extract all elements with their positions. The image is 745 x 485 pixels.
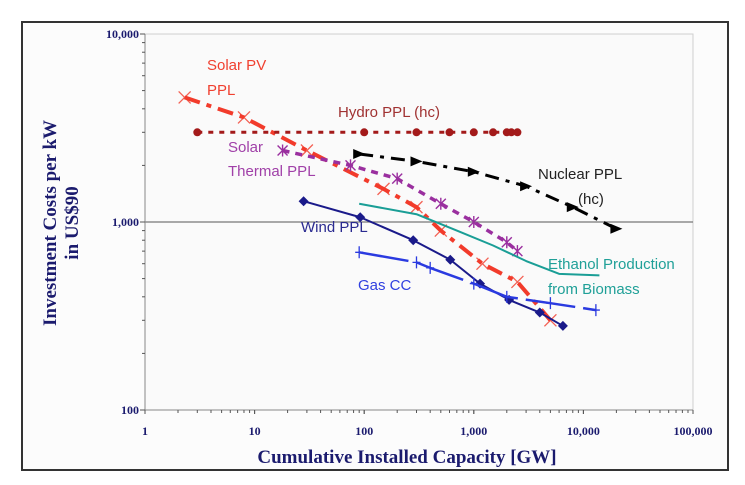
data-point bbox=[408, 235, 419, 246]
data-point bbox=[502, 290, 511, 303]
label-wind: Wind PPL bbox=[301, 219, 368, 236]
data-point bbox=[410, 156, 423, 167]
label-solar-pv-2: PPL bbox=[207, 82, 235, 99]
data-point bbox=[591, 304, 600, 317]
data-point bbox=[546, 297, 555, 310]
data-point bbox=[277, 144, 289, 157]
data-point bbox=[353, 148, 366, 159]
data-point bbox=[355, 212, 366, 223]
data-point bbox=[345, 159, 357, 172]
series-gas-cc bbox=[355, 246, 600, 317]
x-axis-title: Cumulative Installed Capacity [GW] bbox=[257, 447, 556, 468]
y-tick-label: 10,000 bbox=[106, 27, 139, 41]
series-ethanol-production-from-biomass bbox=[359, 202, 600, 277]
data-point bbox=[412, 256, 421, 269]
data-point bbox=[489, 128, 498, 137]
data-point bbox=[534, 307, 545, 318]
data-point bbox=[237, 110, 251, 124]
label-solar-thermal-2: Thermal PPL bbox=[228, 163, 316, 180]
series-line bbox=[358, 152, 618, 231]
label-ethanol-2: from Biomass bbox=[548, 281, 640, 298]
x-tick-label: 10,000 bbox=[567, 424, 600, 438]
data-point bbox=[193, 128, 202, 137]
data-point bbox=[468, 216, 480, 228]
data-point bbox=[507, 128, 516, 137]
label-nuclear-2: (hc) bbox=[578, 191, 604, 208]
label-ethanol-1: Ethanol Production bbox=[548, 256, 675, 273]
x-tick-label: 100 bbox=[355, 424, 373, 438]
data-point bbox=[557, 320, 568, 331]
series-solar-thermal-ppl bbox=[277, 144, 523, 258]
data-point bbox=[410, 200, 423, 214]
label-nuclear-1: Nuclear PPL bbox=[538, 166, 622, 183]
y-tick-label: 1,000 bbox=[112, 215, 139, 229]
series-line bbox=[303, 200, 564, 327]
data-point bbox=[377, 182, 390, 196]
data-point bbox=[513, 128, 522, 137]
data-point bbox=[520, 181, 533, 192]
series-nuclear-ppl-hc- bbox=[353, 148, 623, 234]
label-solar-thermal-1: Solar bbox=[228, 139, 263, 156]
label-hydro: Hydro PPL (hc) bbox=[338, 104, 440, 121]
data-point bbox=[426, 261, 435, 274]
data-point bbox=[360, 128, 369, 137]
x-tick-label: 10 bbox=[249, 424, 261, 438]
data-point bbox=[445, 128, 454, 137]
data-point bbox=[469, 128, 478, 137]
data-point bbox=[412, 128, 421, 137]
y-axis-title-line-2: in US$90 bbox=[62, 186, 83, 259]
label-gas-cc: Gas CC bbox=[358, 277, 412, 294]
series-hydro-ppl-hc- bbox=[193, 128, 522, 137]
x-tick-label: 1 bbox=[142, 424, 148, 438]
data-point bbox=[298, 196, 309, 207]
data-point bbox=[566, 202, 579, 213]
data-point bbox=[467, 166, 480, 177]
data-point bbox=[355, 246, 364, 259]
x-tick-label: 1,000 bbox=[460, 424, 487, 438]
data-point bbox=[469, 277, 478, 290]
data-point bbox=[178, 90, 192, 104]
x-tick-label: 100,000 bbox=[674, 424, 713, 438]
y-axis-title-line-1: Investment Costs per kW bbox=[40, 120, 61, 326]
data-point bbox=[476, 257, 489, 271]
data-point bbox=[510, 275, 524, 289]
data-point bbox=[445, 254, 456, 265]
data-point bbox=[300, 144, 314, 157]
label-solar-pv-1: Solar PV bbox=[207, 57, 266, 74]
data-point bbox=[501, 236, 513, 249]
series-line bbox=[359, 202, 600, 277]
data-point bbox=[435, 197, 447, 210]
data-point bbox=[391, 172, 403, 185]
y-tick-label: 100 bbox=[121, 403, 139, 417]
data-point bbox=[610, 223, 623, 234]
